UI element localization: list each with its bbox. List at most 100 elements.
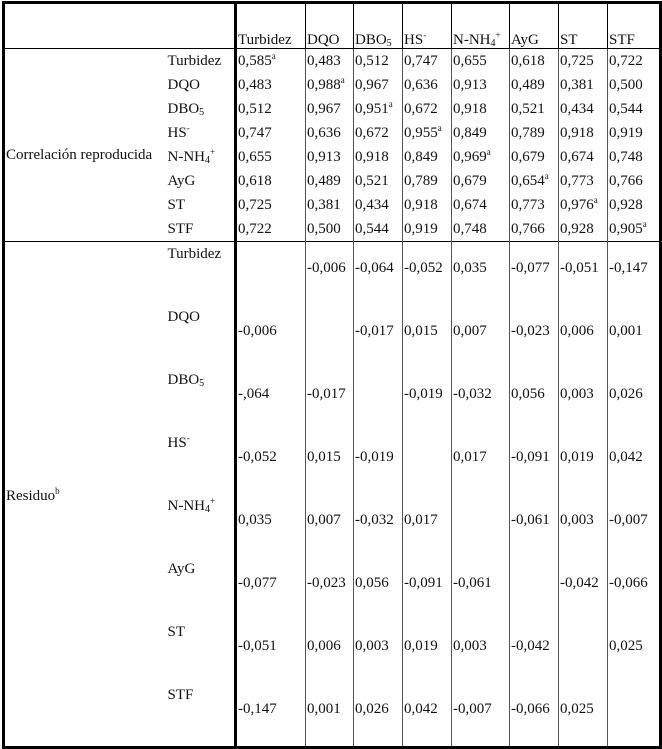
cell-value: 0,056	[511, 386, 545, 402]
row-header: N-NH4+	[167, 145, 236, 169]
subscript: 4	[490, 38, 496, 49]
cell-value: 0,955a	[404, 123, 442, 142]
table-cell: 0,003	[451, 620, 510, 683]
cell-value: 0,789	[404, 173, 438, 189]
table-cell: 0,919	[607, 121, 661, 145]
variable-label: ST	[560, 32, 578, 48]
table-cell: 0,544	[353, 217, 403, 242]
table-cell: 0,489	[509, 73, 559, 97]
footnote-marker: a	[437, 123, 442, 133]
cell-value: 0,789	[511, 125, 545, 141]
table-cell	[451, 494, 510, 557]
row-header: AyG	[167, 557, 236, 620]
table-cell: 0,483	[305, 48, 354, 73]
footnote-marker: a	[544, 171, 549, 181]
table-cell: -0,051	[234, 620, 306, 683]
superscript: -	[186, 433, 190, 443]
table-cell: 0,003	[558, 494, 608, 557]
cell-value: 0,918	[560, 125, 594, 141]
table-cell: 0,019	[402, 620, 452, 683]
table-cell: 0,512	[234, 97, 306, 121]
table-cell: -,064	[234, 368, 306, 431]
table-cell: -0,147	[607, 241, 661, 305]
variable-name: HS	[167, 435, 187, 451]
table-cell: 0,007	[451, 305, 510, 368]
cell-value: -0,032	[453, 386, 492, 402]
cell-value: 0,725	[560, 53, 594, 69]
table-cell: -0,006	[234, 305, 306, 368]
table-cell: 0,381	[558, 73, 608, 97]
cell-value: 0,918	[355, 149, 389, 165]
cell-value: 0,766	[609, 173, 643, 189]
variable-label: ST	[168, 624, 186, 640]
cell-value: -0,006	[238, 323, 277, 339]
variable-name: HS	[404, 32, 424, 48]
cell-value: -0,006	[307, 260, 346, 276]
variable-label: Turbidez	[238, 32, 292, 48]
cell-value: 0,003	[560, 386, 594, 402]
variable-label: AyG	[168, 173, 196, 189]
table-cell: -0,077	[509, 241, 559, 305]
table-cell: 0,789	[402, 169, 452, 193]
table-cell: 0,679	[451, 169, 510, 193]
table-cell: 0,521	[509, 97, 559, 121]
cell-value: 0,001	[609, 323, 643, 339]
cell-value: -0,042	[560, 575, 599, 591]
table-cell: -0,066	[509, 683, 559, 748]
table-cell	[607, 683, 661, 748]
table-cell: 0,007	[305, 494, 354, 557]
cell-value: 0,489	[511, 77, 545, 93]
table-cell: 0,618	[234, 169, 306, 193]
variable-label: Turbidez	[168, 246, 222, 262]
variable-name: AyG	[167, 173, 196, 189]
table-cell: 0,025	[558, 683, 608, 748]
table-cell: -0,064	[353, 241, 403, 305]
table-cell: 0,967	[353, 73, 403, 97]
cell-value: 0,381	[560, 77, 594, 93]
variable-label: AyG	[168, 561, 196, 577]
cell-value: 0,006	[307, 638, 341, 654]
cell-value: 0,544	[355, 221, 389, 237]
superscript: -	[186, 123, 190, 133]
superscript: +	[210, 496, 216, 506]
table-cell	[353, 368, 403, 431]
table-cell: 0,967	[305, 97, 354, 121]
table-cell: -0,023	[509, 305, 559, 368]
table-cell	[234, 241, 306, 305]
table-cell: 0,015	[402, 305, 452, 368]
variable-label: Turbidez	[168, 53, 222, 69]
subscript: 5	[199, 107, 205, 118]
cell-value: 0,722	[238, 221, 272, 237]
table-row: AyG 0,618 0,489 0,521 0,789 0,679 0,654a 0,773 0…	[4, 169, 661, 193]
row-header: Turbidez	[166, 241, 236, 305]
variable-name: Turbidez	[167, 246, 222, 262]
table-cell: 0,773	[509, 193, 559, 217]
cell-value: -0,007	[453, 701, 492, 717]
cell-value: -0,052	[238, 449, 277, 465]
cell-value: 0,967	[355, 77, 389, 93]
cell-value: 0,025	[609, 638, 643, 654]
table-cell: 0,056	[353, 557, 403, 620]
table-cell: -0,032	[451, 368, 510, 431]
cell-value: 0,019	[560, 449, 594, 465]
table-cell: 0,026	[607, 368, 661, 431]
variable-name: DQO	[167, 309, 201, 325]
column-header: Turbidez	[234, 2, 306, 49]
cell-value: 0,035	[238, 512, 272, 528]
table-cell: 0,636	[402, 73, 452, 97]
variable-name: ST	[560, 32, 578, 48]
table-cell: 0,773	[558, 169, 608, 193]
variable-name: DBO	[167, 101, 200, 117]
table-cell: 0,955a	[402, 121, 452, 145]
table-cell: 0,521	[353, 169, 403, 193]
footnote-marker: b	[55, 486, 60, 496]
subscript: 4	[205, 155, 210, 166]
table-cell: -0,019	[402, 368, 452, 431]
column-header: DQO	[305, 2, 354, 49]
table-cell: 0,035	[234, 494, 306, 557]
table-row: N-NH4+ 0,035 0,007 -0,032 0,017 -0,061 0,003 -0…	[4, 494, 661, 557]
table-cell: 0,019	[558, 431, 608, 494]
cell-value: 0,951a	[355, 99, 393, 118]
table-cell: 0,918	[558, 121, 608, 145]
